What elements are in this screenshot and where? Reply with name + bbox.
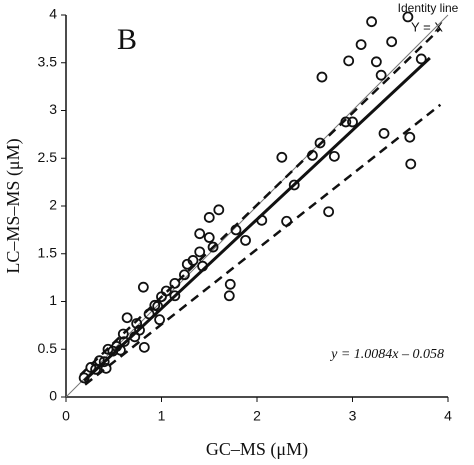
y-tick-label: 3 [49, 101, 57, 117]
x-tick-label: 3 [349, 408, 357, 424]
point [154, 314, 165, 326]
identity-label: Identity line [398, 1, 459, 15]
point [121, 312, 133, 324]
y-tick-label: 2.5 [38, 149, 58, 165]
point [181, 258, 193, 270]
point [100, 362, 112, 374]
upper-band [79, 27, 442, 376]
point [402, 11, 414, 23]
point [404, 131, 416, 143]
y-axis-title: LC–MS–MS (μM) [3, 138, 24, 273]
point [366, 16, 378, 28]
y-tick-label: 1.5 [38, 244, 58, 260]
point [276, 151, 288, 163]
point [138, 341, 150, 353]
point [98, 356, 110, 368]
point [328, 150, 340, 162]
point [375, 69, 387, 81]
lower-band [84, 103, 442, 386]
point [90, 363, 102, 375]
point [316, 71, 328, 83]
point [152, 300, 164, 312]
y-tick-label: 2 [49, 197, 57, 213]
point [131, 318, 143, 329]
point [194, 228, 206, 240]
y-tick-label: 4 [49, 6, 57, 22]
point [288, 179, 300, 191]
point [203, 232, 215, 243]
point [224, 278, 236, 290]
point [347, 116, 358, 128]
point [213, 204, 225, 216]
point [85, 361, 97, 373]
point [169, 277, 181, 289]
point [194, 246, 206, 258]
point [169, 290, 181, 302]
y-tick-label: 0.5 [38, 340, 58, 356]
point [107, 345, 119, 357]
point [415, 53, 427, 65]
panel-label: B [117, 23, 137, 56]
point [94, 355, 105, 367]
point [281, 215, 293, 227]
point [197, 260, 208, 272]
x-tick-label: 4 [444, 408, 452, 424]
point [134, 324, 145, 336]
y-tick-label: 0 [49, 388, 57, 404]
x-tick-label: 2 [253, 408, 261, 424]
point [378, 128, 390, 139]
point [306, 149, 318, 161]
point [179, 269, 190, 281]
point [230, 224, 242, 236]
x-tick-label: 0 [62, 408, 70, 424]
point [323, 206, 335, 218]
point [118, 336, 130, 348]
point [256, 214, 268, 226]
point [386, 36, 398, 48]
point [117, 328, 129, 340]
point [203, 212, 215, 223]
point [340, 116, 352, 128]
point [314, 137, 326, 149]
y-tick-label: 1 [49, 292, 57, 308]
point [240, 234, 251, 246]
point [143, 308, 155, 320]
point [370, 56, 382, 68]
x-tick-label: 1 [158, 408, 166, 424]
point [343, 55, 355, 67]
point [115, 344, 126, 356]
point [355, 39, 367, 51]
equation: y = 1.0084x – 0.058 [329, 347, 444, 362]
x-axis-title: GC–MS (μM) [206, 439, 308, 460]
point [102, 343, 114, 355]
point [137, 281, 149, 293]
point [207, 241, 219, 253]
point [223, 290, 235, 302]
point [78, 372, 90, 384]
point [405, 158, 417, 170]
y-tick-label: 3.5 [38, 53, 58, 69]
point [156, 291, 167, 303]
identity-eq: Y = X [411, 19, 443, 34]
